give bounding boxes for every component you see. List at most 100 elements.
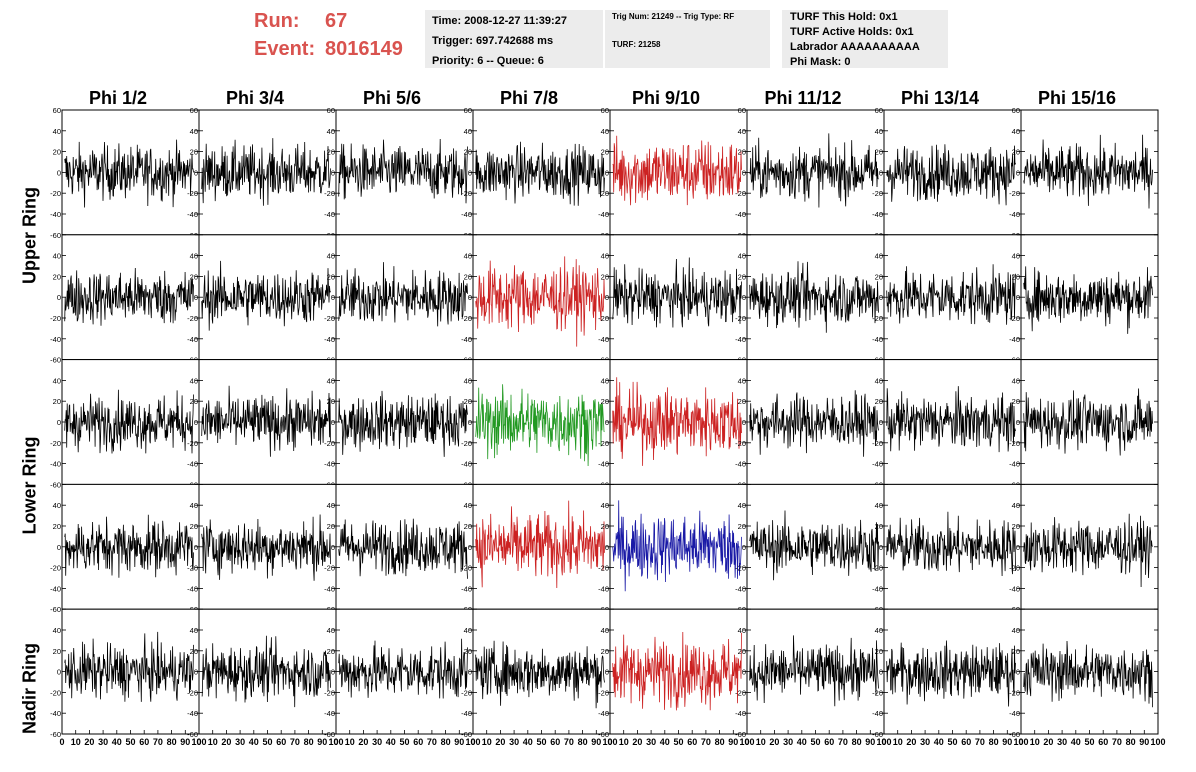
- waveform-trace: [338, 262, 468, 327]
- x-tick-label: 50: [673, 737, 683, 747]
- y-tick-label: -40: [50, 460, 61, 469]
- y-tick-label: 60: [327, 106, 335, 115]
- y-tick-label: 0: [331, 168, 335, 177]
- x-tick-label: 40: [1071, 737, 1081, 747]
- y-tick-label: 40: [464, 252, 472, 261]
- waveform-trace: [201, 138, 331, 206]
- y-tick-label: 0: [331, 668, 335, 677]
- x-tick-label: 10: [893, 737, 903, 747]
- x-tick-label: 60: [550, 737, 560, 747]
- y-tick-label: 20: [738, 647, 746, 656]
- x-tick-label: 60: [1098, 737, 1108, 747]
- x-tick-label: 30: [235, 737, 245, 747]
- y-tick-label: 0: [57, 668, 61, 677]
- x-tick-label: 100: [328, 737, 343, 747]
- y-tick-label: -40: [872, 210, 883, 219]
- y-tick-label: 20: [464, 397, 472, 406]
- y-tick-label: -60: [461, 730, 472, 739]
- x-tick-label: 40: [112, 737, 122, 747]
- y-tick-label: 0: [331, 543, 335, 552]
- y-tick-label: 20: [738, 522, 746, 531]
- y-tick-label: 40: [738, 501, 746, 510]
- x-tick-label: 50: [125, 737, 135, 747]
- y-tick-label: -20: [872, 688, 883, 697]
- y-tick-label: 20: [190, 647, 198, 656]
- y-tick-label: -40: [735, 460, 746, 469]
- y-tick-label: 20: [327, 522, 335, 531]
- y-tick-label: -20: [50, 564, 61, 573]
- y-tick-label: 40: [327, 252, 335, 261]
- x-tick-label: 10: [756, 737, 766, 747]
- x-tick-label: 30: [509, 737, 519, 747]
- y-tick-label: -20: [735, 439, 746, 448]
- time-line: Time: 2008-12-27 11:39:27: [432, 15, 567, 27]
- y-tick-label: 40: [464, 376, 472, 385]
- x-tick-label: 40: [660, 737, 670, 747]
- waveform-trace: [338, 138, 468, 204]
- x-tick-label: 20: [358, 737, 368, 747]
- y-tick-label: -60: [1009, 730, 1020, 739]
- y-tick-label: 40: [875, 376, 883, 385]
- y-tick-label: 40: [738, 127, 746, 136]
- y-tick-label: 20: [875, 148, 883, 157]
- waveform-trace: [338, 390, 468, 457]
- y-tick-label: 60: [53, 106, 61, 115]
- y-tick-label: -20: [324, 314, 335, 323]
- y-tick-label: 20: [327, 148, 335, 157]
- waveform-trace: [338, 638, 468, 699]
- waveform-trace: [201, 260, 331, 331]
- y-tick-label: -60: [872, 730, 883, 739]
- x-tick-label: 100: [876, 737, 891, 747]
- waveform-trace: [64, 139, 194, 208]
- y-tick-label: 20: [1012, 647, 1020, 656]
- x-tick-label: 70: [1112, 737, 1122, 747]
- x-tick-label: 80: [578, 737, 588, 747]
- waveform-trace: [886, 511, 1016, 577]
- y-tick-label: 0: [194, 168, 198, 177]
- y-tick-label: -40: [598, 460, 609, 469]
- trig-info-box: Trig Num: 21249 -- Trig Type: RF TURF: 2…: [605, 10, 770, 68]
- y-tick-label: 40: [875, 501, 883, 510]
- y-tick-label: -40: [324, 210, 335, 219]
- y-tick-label: 40: [1012, 626, 1020, 635]
- y-tick-label: 40: [327, 376, 335, 385]
- waveform-trace: [886, 640, 1016, 707]
- y-tick-label: -20: [50, 688, 61, 697]
- y-tick-label: -40: [1009, 584, 1020, 593]
- x-tick-label: 80: [1126, 737, 1136, 747]
- y-tick-label: 0: [1016, 293, 1020, 302]
- y-tick-label: -60: [50, 231, 61, 240]
- y-tick-label: 20: [875, 397, 883, 406]
- waveform-trace: [64, 267, 194, 326]
- y-tick-label: -20: [187, 189, 198, 198]
- y-tick-label: -40: [872, 335, 883, 344]
- y-tick-label: -40: [461, 335, 472, 344]
- waveform-trace: [201, 635, 331, 708]
- y-tick-label: 20: [190, 522, 198, 531]
- y-tick-label: 20: [1012, 522, 1020, 531]
- x-tick-label: 40: [934, 737, 944, 747]
- y-tick-label: -20: [50, 439, 61, 448]
- y-tick-label: -60: [50, 480, 61, 489]
- y-tick-label: -60: [735, 730, 746, 739]
- y-tick-label: -20: [598, 564, 609, 573]
- turf-info-box: TURF This Hold: 0x1 TURF Active Holds: 0…: [782, 10, 948, 68]
- waveform-trace: [64, 631, 194, 702]
- x-tick-label: 80: [304, 737, 314, 747]
- y-tick-label: -20: [461, 439, 472, 448]
- y-tick-label: 60: [875, 106, 883, 115]
- y-tick-label: 0: [879, 293, 883, 302]
- y-tick-label: -40: [598, 709, 609, 718]
- y-tick-label: 40: [738, 252, 746, 261]
- y-tick-label: 40: [601, 376, 609, 385]
- waveform-trace: [201, 514, 331, 581]
- y-tick-label: -40: [50, 584, 61, 593]
- y-tick-label: -40: [324, 335, 335, 344]
